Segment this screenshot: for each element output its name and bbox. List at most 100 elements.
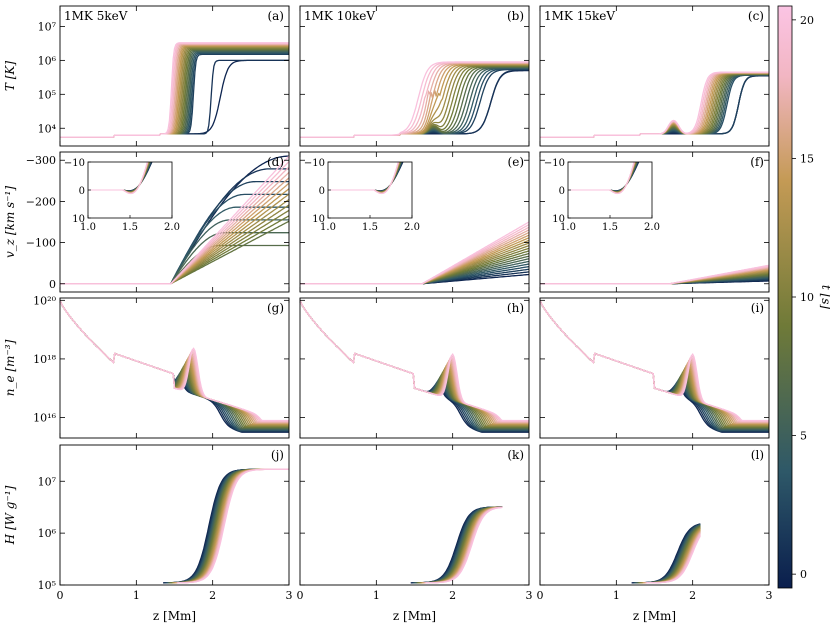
- series-line-t14: [300, 63, 529, 138]
- axes-frame: [539, 5, 770, 147]
- series-line-t17: [300, 300, 529, 423]
- series-line-t20: [540, 300, 769, 422]
- inset-ytick-label: 10: [72, 214, 85, 225]
- series-group: [300, 61, 529, 138]
- series-line-t3: [540, 300, 769, 432]
- series-line-t19: [540, 71, 769, 138]
- series-line-t19: [60, 300, 289, 422]
- series-group: [300, 300, 529, 433]
- series-line-t20: [60, 42, 289, 138]
- ylabel-T: T [K]: [3, 61, 17, 91]
- axes-frame: [539, 444, 770, 586]
- series-group: [60, 42, 289, 138]
- series-line-t7: [60, 300, 289, 429]
- series-line-t10: [540, 73, 769, 138]
- ytick-label: 10⁶: [38, 527, 57, 540]
- series-line-t18: [540, 300, 769, 423]
- inset-xtick-label: 2.0: [644, 222, 660, 233]
- axes-frame: [539, 151, 770, 293]
- series-line-t14: [540, 300, 769, 425]
- ylabel-H: H [W g⁻¹]: [3, 485, 17, 545]
- panel-vz-15keV: (f) −10 0 101.0 1.5 2.0: [539, 151, 770, 293]
- ylabel-vz: v_z [km s⁻¹]: [3, 186, 17, 258]
- ytick-label: 10⁴: [38, 122, 57, 135]
- inset-ytick-label: −10: [64, 158, 85, 169]
- series-line-t8: [300, 300, 529, 429]
- series-line-t20: [60, 300, 289, 422]
- colorbar-tick-label: 0: [800, 568, 807, 581]
- colorbar-label: t [s]: [819, 285, 830, 309]
- panel-letter: (e): [508, 155, 524, 169]
- series-line-t17: [540, 71, 769, 138]
- inset-line-t20: [328, 162, 399, 195]
- ytick-label: 0: [49, 278, 56, 291]
- series-line-t18: [60, 300, 289, 423]
- series-line-t3: [60, 300, 289, 432]
- series-line-t8: [540, 300, 769, 429]
- ytick-label: 10¹⁶: [33, 412, 56, 425]
- series-line-t12: [540, 72, 769, 138]
- inset-series: [328, 162, 404, 195]
- panel-grid: 10⁴ 10⁵ 10⁶ 10⁷ (a) 1MK 5keV (b) 1MK 10keV (c) 1M…: [3, 5, 773, 623]
- series-line-t18: [540, 71, 769, 138]
- panel-T-10keV: (b) 1MK 10keV: [299, 5, 530, 147]
- series-line-t0: [60, 300, 289, 433]
- series-line-t20: [646, 535, 701, 584]
- inset-ytick-label: 0: [319, 186, 325, 197]
- series-group: [631, 523, 701, 584]
- series-line-t15: [300, 300, 529, 425]
- series-group: [540, 300, 769, 433]
- axes-frame: [299, 151, 530, 293]
- series-line-t12: [540, 300, 769, 426]
- panel-H-5keV: 10⁵ 10⁶ 10⁷ 0 1 2 3 (j): [38, 444, 293, 602]
- series-line-t9: [300, 65, 529, 138]
- series-line-t15: [540, 300, 769, 425]
- colorbar-tick-label: 20: [800, 14, 814, 27]
- axes-frame: [59, 5, 290, 147]
- inset-axes: −10 0 101.0 1.5 2.0: [544, 158, 660, 233]
- series-line-t2: [540, 300, 769, 432]
- series-line-t3: [300, 300, 529, 432]
- inset-ytick-label: 0: [79, 186, 85, 197]
- panel-letter: (j): [271, 448, 284, 462]
- series-line-t18: [177, 468, 289, 584]
- axes-frame: [299, 444, 530, 586]
- inset-xtick-label: 1.5: [122, 222, 138, 233]
- series-line-t9: [300, 300, 529, 428]
- xtick-label: 3: [766, 589, 773, 602]
- series-line-t12: [300, 64, 529, 138]
- series-line-t13: [540, 72, 769, 138]
- series-line-t14: [300, 300, 529, 425]
- panel-letter: (l): [751, 448, 764, 462]
- colorbar-tick-label: 15: [800, 152, 814, 165]
- inset-ytick-label: 0: [559, 186, 565, 197]
- series-line-t1: [60, 300, 289, 433]
- series-line-t16: [540, 72, 769, 138]
- series-line-t9: [540, 300, 769, 428]
- panel-letter: (k): [507, 448, 524, 462]
- series-line-t20: [300, 61, 529, 138]
- xtick-label: 0: [537, 589, 544, 602]
- inset-line-t20: [568, 162, 635, 195]
- series-line-t14: [540, 72, 769, 138]
- series-line-t12: [300, 300, 529, 426]
- inset-xtick-label: 2.0: [404, 222, 420, 233]
- series-line-t1: [540, 300, 769, 433]
- inset-series: [88, 162, 153, 195]
- case-title: 1MK 10keV: [304, 9, 375, 23]
- series-line-t8: [540, 73, 769, 138]
- inset-ytick-label: −10: [544, 158, 565, 169]
- colorbar: 0 5 10 15 20 t [s]: [777, 5, 830, 589]
- panel-ne-10keV: (h): [299, 297, 530, 439]
- series-line-t15: [540, 72, 769, 138]
- series-line-t20: [300, 221, 529, 285]
- panel-letter: (g): [267, 301, 284, 315]
- inset-xtick-label: 1.5: [602, 222, 618, 233]
- panel-letter: (h): [507, 301, 524, 315]
- inset-axes: −10 0 101.0 1.5 2.0: [304, 158, 420, 233]
- series-line-t18: [300, 61, 529, 138]
- series-line-t20: [540, 264, 769, 285]
- inset-xtick-label: 1.0: [320, 222, 336, 233]
- panel-T-15keV: (c) 1MK 15keV: [539, 5, 770, 147]
